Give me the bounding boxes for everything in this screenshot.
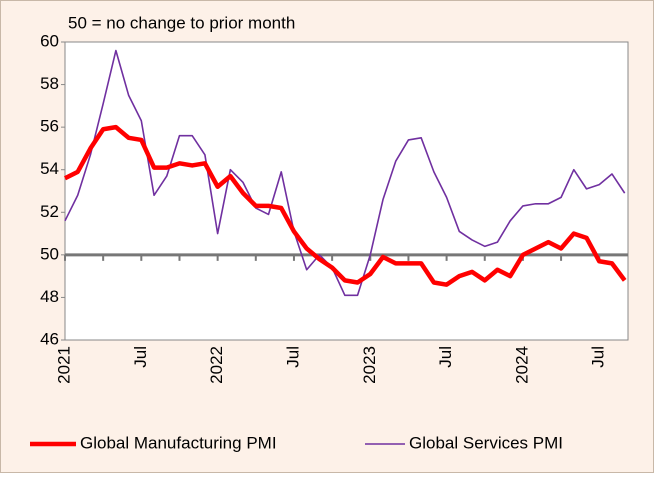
y-tick-label: 48 (40, 287, 59, 306)
x-tick-label: Jul (436, 346, 455, 368)
x-tick-label: Jul (589, 346, 608, 368)
line-series (64, 49, 626, 297)
y-tick-label: 46 (40, 329, 59, 348)
plot-area (64, 41, 629, 341)
legend-label: Global Services PMI (409, 433, 563, 452)
y-tick-label: 54 (40, 159, 59, 178)
y-tick-label: 60 (40, 31, 59, 50)
x-tick-label: 2023 (360, 346, 379, 384)
y-tick-label: 52 (40, 202, 59, 221)
line-series (63, 124, 627, 287)
y-tick-label: 56 (40, 117, 59, 136)
x-tick-label: Jul (283, 346, 302, 368)
y-tick-label: 58 (40, 74, 59, 93)
x-tick-label: Jul (131, 346, 150, 368)
x-tick-label: 2021 (54, 346, 73, 384)
annotation: 50 = no change to prior month (68, 13, 295, 32)
x-tick-label: 2024 (512, 346, 531, 384)
legend-label: Global Manufacturing PMI (80, 433, 277, 452)
y-tick-label: 50 (40, 244, 59, 263)
x-tick-label: 2022 (207, 346, 226, 384)
